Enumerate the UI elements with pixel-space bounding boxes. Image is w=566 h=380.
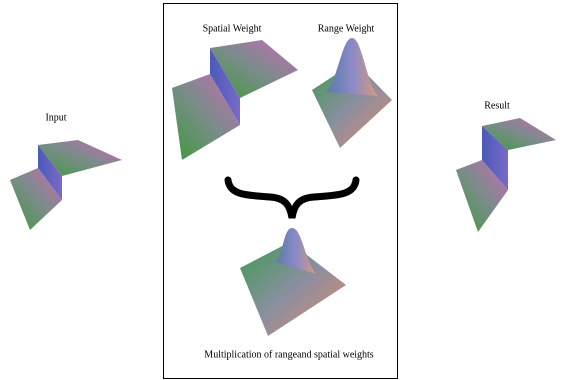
spatial-weight-label: Spatial Weight	[203, 23, 262, 34]
spatial-weight-surface	[172, 40, 298, 160]
result-surface	[456, 118, 556, 232]
range-weight-label: Range Weight	[318, 23, 375, 34]
input-label: Input	[45, 112, 66, 123]
brace	[228, 180, 356, 218]
caption: Multiplication of rangeand spatial weigh…	[204, 349, 374, 360]
diagram: Input Spatial Weight Range Weight Result…	[0, 0, 566, 380]
result-label: Result	[484, 100, 510, 111]
range-weight-surface	[312, 38, 392, 148]
input-surface	[10, 140, 122, 230]
product-surface	[240, 228, 346, 336]
